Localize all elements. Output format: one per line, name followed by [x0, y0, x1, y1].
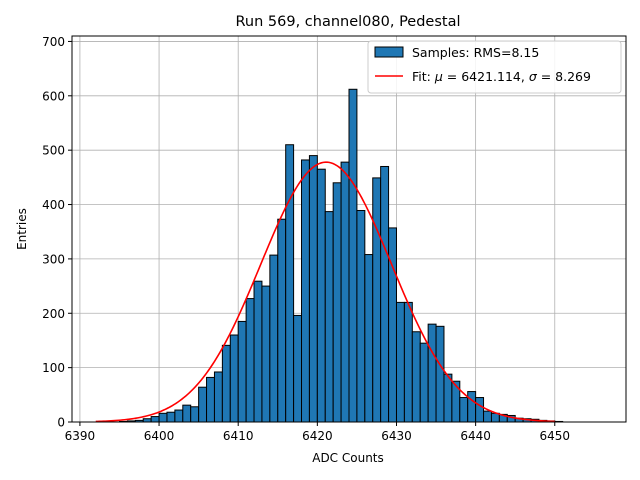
histogram-bar	[229, 334, 239, 423]
histogram-bar	[269, 254, 279, 423]
gaussian-fit-curve	[95, 161, 555, 423]
histogram-bar	[459, 397, 469, 423]
legend-fit-sigma-symbol: σ	[529, 69, 538, 84]
x-tick-label: 6450	[539, 429, 570, 443]
histogram-bar	[206, 376, 215, 423]
y-tick-label: 500	[42, 144, 65, 158]
y-axis-label: Entries	[15, 208, 29, 250]
histogram-bar	[245, 298, 255, 423]
x-tick-label: 6390	[65, 429, 96, 443]
histogram-bar	[340, 161, 350, 423]
histogram-bar	[150, 416, 160, 423]
histogram-bar	[395, 301, 405, 423]
histogram-bar	[348, 88, 358, 423]
histogram-bar	[316, 168, 326, 423]
histogram-bar	[467, 391, 477, 423]
histogram-bar	[419, 342, 429, 423]
histogram-bar	[166, 411, 176, 423]
x-tick-label: 6430	[381, 429, 412, 443]
y-tick-label: 400	[42, 198, 65, 212]
histogram-bar	[190, 406, 200, 423]
y-tick-label: 0	[57, 416, 65, 430]
histogram-bar	[427, 323, 437, 423]
histogram-bar	[253, 280, 263, 423]
histogram-bar	[213, 371, 223, 423]
y-tick-label: 700	[42, 35, 65, 49]
x-tick-label: 6420	[302, 429, 333, 443]
x-tick-label: 6440	[460, 429, 491, 443]
histogram-bar	[364, 254, 374, 423]
legend-fit-prefix: Fit:	[412, 69, 435, 84]
histogram-bar	[475, 397, 485, 423]
histogram-bar	[403, 301, 413, 423]
x-tick-label: 6400	[144, 429, 175, 443]
chart-title: Run 569, channel080, Pedestal	[235, 14, 460, 30]
histogram-bar	[277, 218, 287, 423]
legend-fit-label: Fit: μ = 6421.114, σ = 8.269	[412, 69, 591, 84]
histogram-bar	[301, 159, 310, 423]
x-tick-label: 6410	[223, 429, 254, 443]
histogram-bar	[182, 404, 192, 423]
legend-box	[367, 40, 622, 94]
histogram-bar	[380, 165, 390, 423]
legend-hist-label: Samples: RMS=8.15	[412, 45, 539, 60]
y-axis-ticks: 0 100 200 300 400 500 600 700	[42, 35, 72, 430]
x-axis-label: ADC Counts	[312, 451, 384, 465]
y-tick-label: 100	[42, 361, 65, 375]
histogram-bar	[174, 409, 184, 423]
histogram-bar	[324, 211, 334, 423]
histogram-bar	[293, 314, 303, 423]
plot-frame	[71, 35, 627, 423]
legend-hist-swatch	[374, 46, 404, 58]
legend: Samples: RMS=8.15 Fit: μ = 6421.114, σ =…	[367, 40, 622, 94]
histogram-bar	[356, 210, 366, 423]
histogram-bar	[443, 373, 453, 423]
histogram-bar	[483, 410, 492, 423]
histogram-bar	[158, 412, 168, 423]
histogram-bar	[388, 227, 397, 423]
histogram-bar	[372, 177, 382, 423]
legend-fit-mu-value: = 6421.114,	[443, 69, 529, 84]
y-tick-label: 600	[42, 89, 65, 103]
x-axis-ticks: 6390 6400 6410 6420 6430 6440 6450	[65, 422, 570, 443]
y-tick-label: 200	[42, 307, 65, 321]
histogram-bar	[198, 386, 208, 423]
histogram-bar	[411, 331, 421, 423]
histogram-bar	[221, 344, 231, 423]
y-tick-label: 300	[42, 252, 65, 266]
histogram-bar	[285, 144, 295, 423]
histogram-bar	[332, 182, 342, 423]
histogram-bar	[237, 320, 247, 423]
histogram-bar	[435, 325, 445, 423]
legend-fit-sigma-value: = 8.269	[537, 69, 591, 84]
legend-fit-mu-symbol: μ	[434, 69, 443, 84]
histogram-bar	[308, 155, 318, 423]
histogram-bar	[261, 285, 271, 423]
